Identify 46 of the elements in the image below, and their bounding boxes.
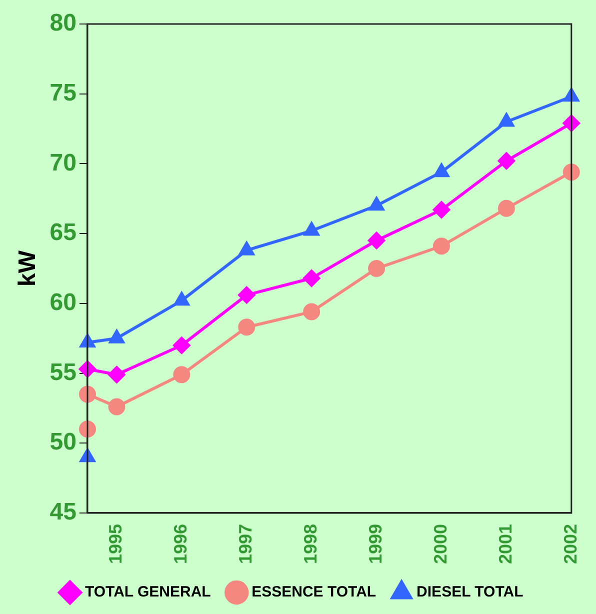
point xyxy=(238,318,256,336)
point xyxy=(498,113,514,127)
x-tick-label: 2002 xyxy=(560,524,580,564)
point xyxy=(498,200,515,217)
point xyxy=(564,88,579,102)
point xyxy=(239,242,254,256)
point xyxy=(78,386,96,403)
point xyxy=(238,286,256,304)
point xyxy=(432,238,450,255)
point xyxy=(78,420,96,438)
legend-label: TOTAL GENERAL xyxy=(84,584,211,601)
point xyxy=(368,197,384,211)
point xyxy=(173,336,190,354)
x-tick-label: 2000 xyxy=(430,524,450,564)
point xyxy=(303,270,320,287)
point xyxy=(368,260,386,277)
y-tick-label: 55 xyxy=(50,358,76,386)
y-tick-label: 65 xyxy=(50,219,76,246)
legend-label: ESSENCE TOTAL xyxy=(252,584,376,601)
x-tick-label: 1999 xyxy=(366,524,386,564)
point xyxy=(434,164,450,178)
point xyxy=(173,366,190,384)
point xyxy=(108,398,126,416)
point xyxy=(304,222,320,236)
y-tick-label: 70 xyxy=(50,149,76,176)
point xyxy=(108,366,126,384)
point xyxy=(368,232,386,250)
y-tick-label: 80 xyxy=(50,10,76,37)
y-tick-label: 50 xyxy=(50,428,76,456)
point xyxy=(498,152,515,170)
point xyxy=(80,334,96,348)
x-tick-label: 1997 xyxy=(236,524,256,564)
x-tick-label: 1998 xyxy=(300,524,321,564)
x-tick-label: 1996 xyxy=(170,524,191,564)
y-tick-label: 60 xyxy=(50,289,76,316)
point xyxy=(78,360,96,378)
point xyxy=(562,164,580,181)
x-tick-label: 2001 xyxy=(495,524,516,564)
y-axis-title: kW xyxy=(14,250,42,286)
point xyxy=(174,292,190,306)
point xyxy=(432,201,450,218)
legend-label: DIESEL TOTAL xyxy=(416,584,524,601)
y-tick-label: 45 xyxy=(50,498,76,526)
y-tick-label: 75 xyxy=(50,79,76,106)
point xyxy=(303,303,320,320)
x-tick-label: 1995 xyxy=(106,524,126,564)
